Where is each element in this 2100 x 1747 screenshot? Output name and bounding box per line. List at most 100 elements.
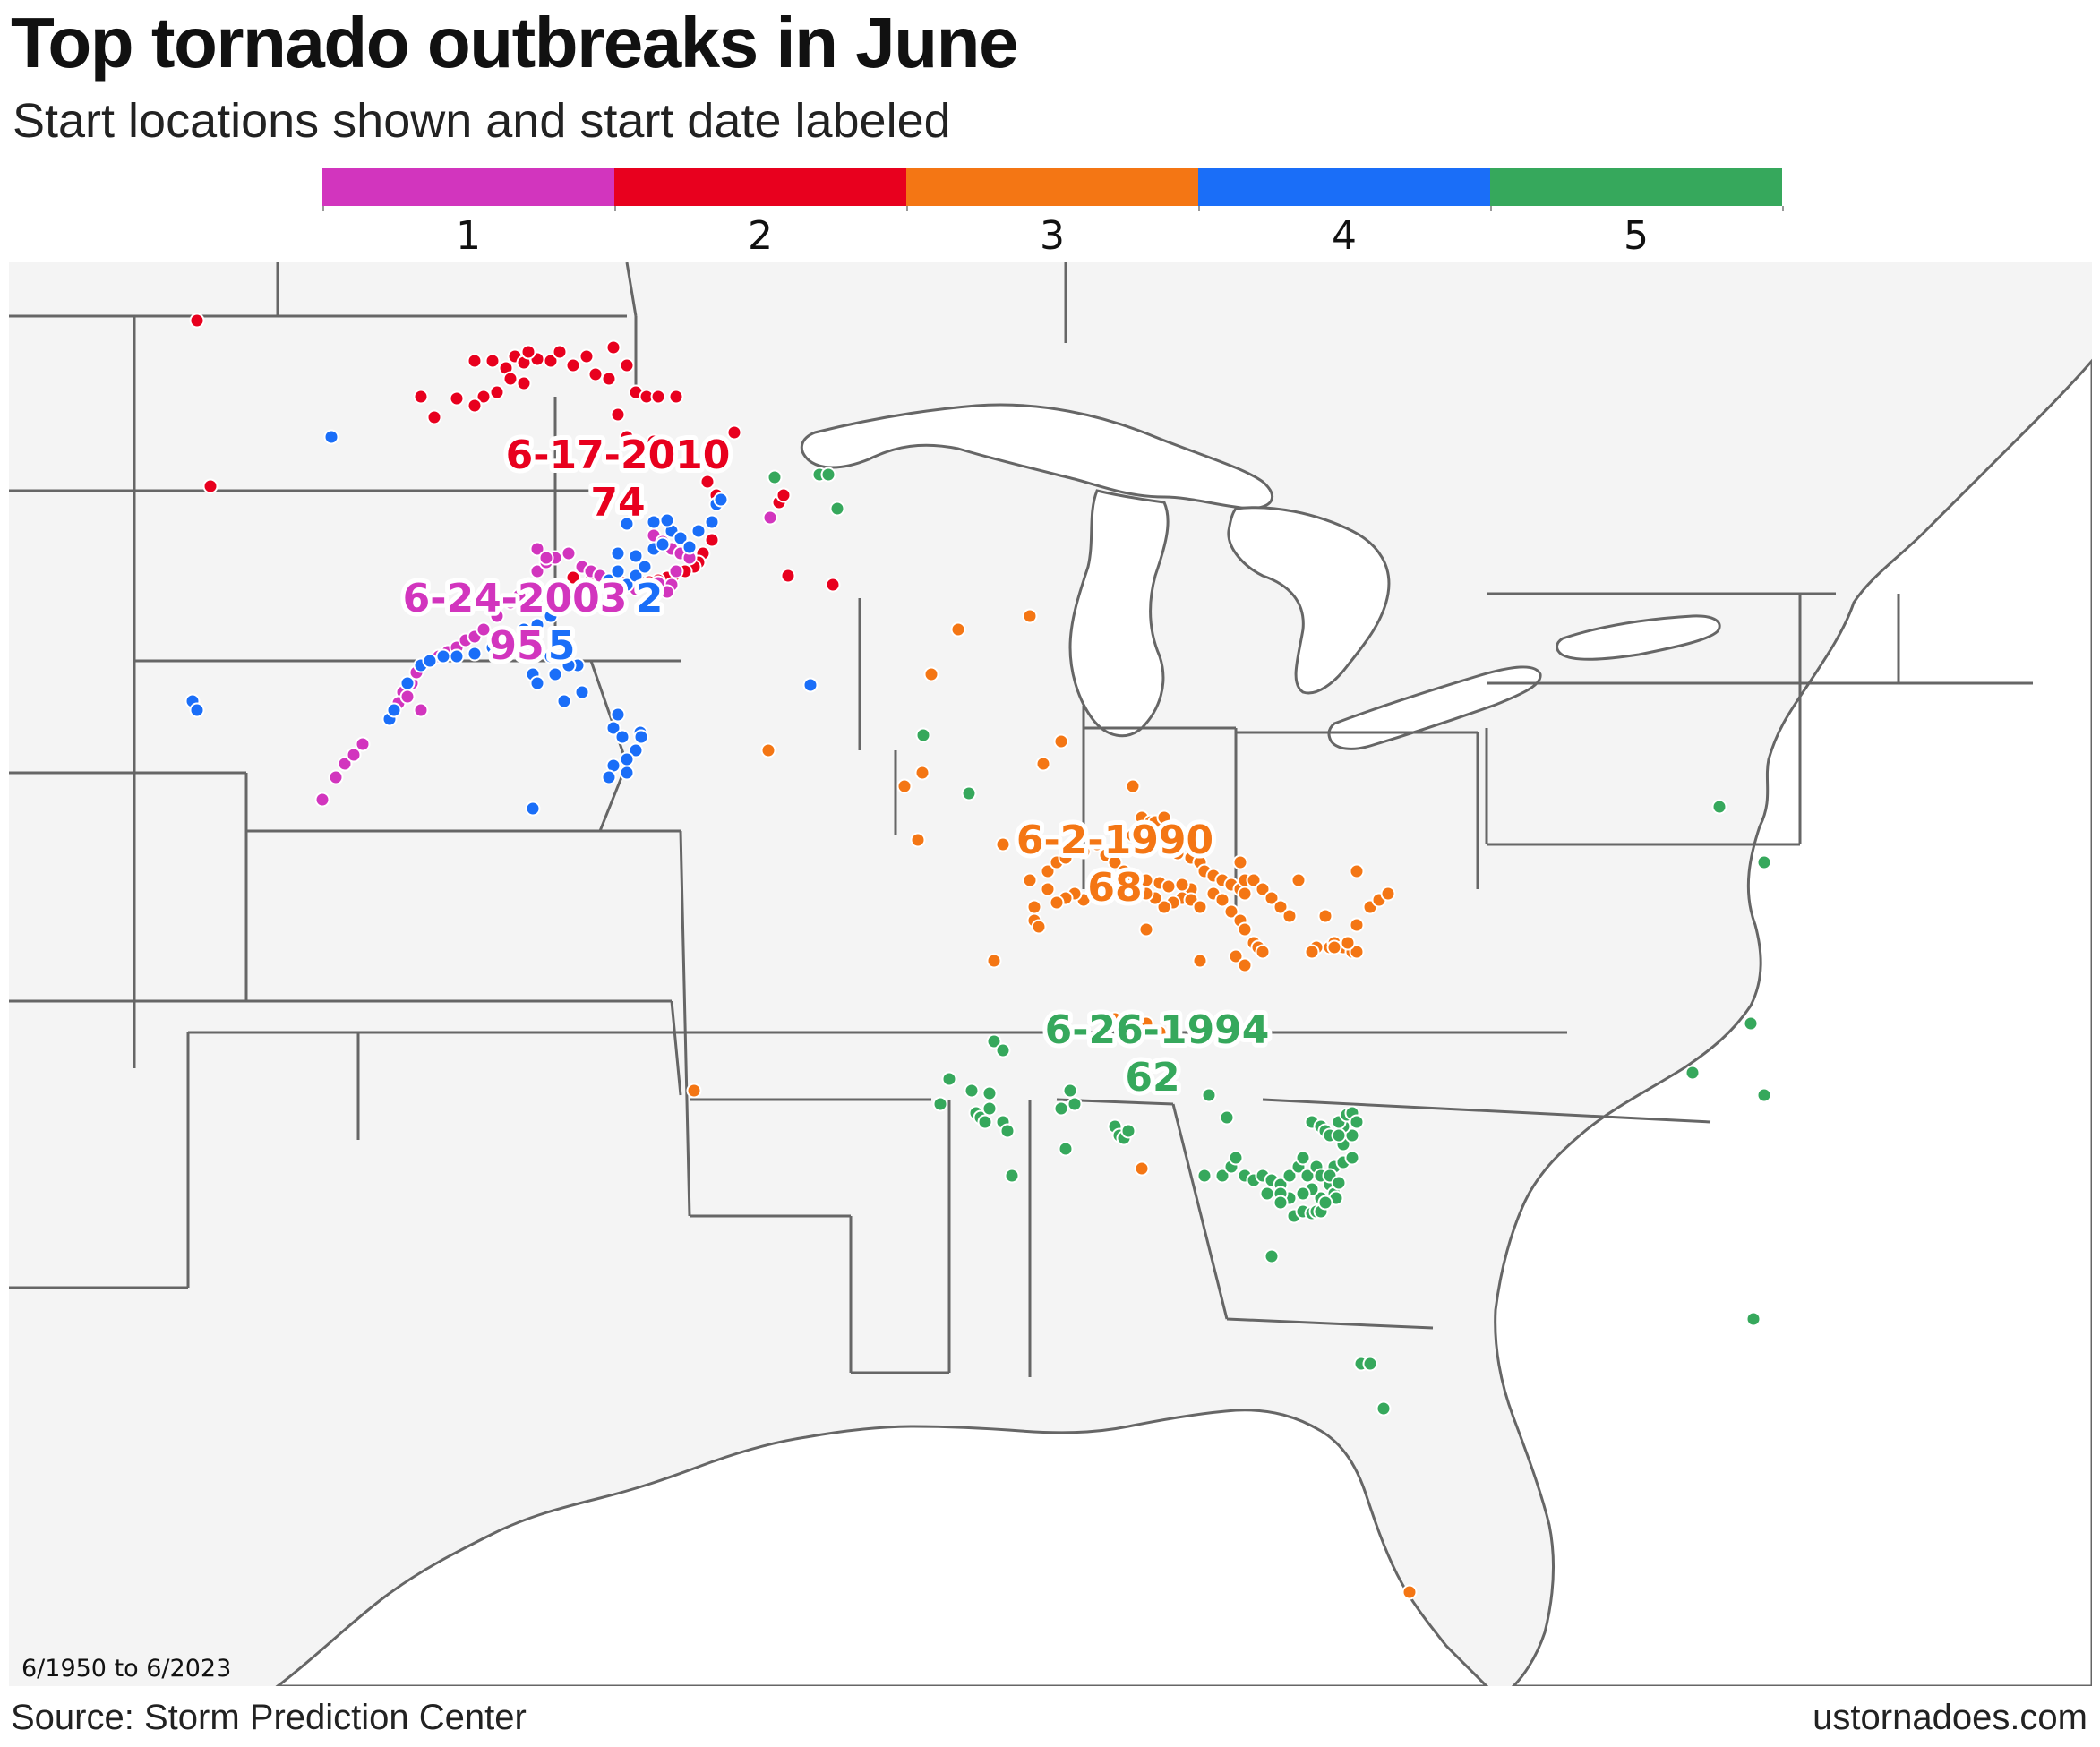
- tornado-point-rank-3: [1170, 845, 1186, 861]
- tornado-point-rank-4: [704, 514, 720, 530]
- tornado-point-rank-4: [386, 702, 402, 718]
- tornado-point-rank-3: [1349, 917, 1365, 933]
- tornado-point-rank-1: [641, 577, 657, 593]
- tornado-point-rank-2: [704, 532, 720, 548]
- page-title: Top tornado outbreaks in June: [11, 3, 1018, 82]
- tornado-point-rank-3: [1035, 756, 1051, 772]
- tornado-point-rank-3: [1089, 836, 1105, 852]
- tornado-point-rank-5: [961, 785, 977, 801]
- tornado-point-rank-4: [619, 751, 635, 767]
- legend-label-5: 5: [1624, 213, 1649, 259]
- tornado-point-rank-4: [610, 563, 626, 579]
- tornado-start-points: [184, 313, 1772, 1600]
- site-credit: ustornadoes.com: [1813, 1698, 2087, 1737]
- tornado-point-rank-5: [1214, 1168, 1230, 1184]
- tornado-point-rank-3: [1156, 899, 1172, 915]
- tornado-point-rank-1: [314, 792, 330, 808]
- tornado-point-rank-2: [516, 375, 532, 391]
- tornado-point-rank-1: [668, 563, 684, 579]
- tornado-point-rank-1: [529, 541, 545, 557]
- tornado-point-rank-3: [986, 953, 1002, 969]
- tornado-point-rank-2: [565, 569, 581, 586]
- tornado-point-rank-4: [435, 648, 451, 664]
- tornado-point-rank-5: [1711, 799, 1727, 815]
- tornado-point-rank-3: [1022, 872, 1038, 888]
- tornado-point-rank-1: [538, 550, 554, 566]
- tornado-point-rank-3: [1340, 935, 1356, 951]
- tornado-point-rank-1: [511, 587, 527, 604]
- tornado-point-rank-5: [1067, 1096, 1083, 1112]
- outbreak-1-count-label: 95: [489, 623, 544, 669]
- tornado-point-rank-3: [1401, 1584, 1418, 1600]
- tornado-point-rank-3: [910, 832, 926, 848]
- tornado-point-rank-5: [1295, 1150, 1311, 1166]
- tornado-point-rank-4: [502, 630, 519, 647]
- tornado-point-rank-4: [574, 684, 590, 700]
- tornado-point-rank-4: [587, 581, 604, 597]
- legend-swatch-2: [614, 168, 906, 206]
- tornado-point-rank-5: [1120, 1123, 1136, 1139]
- tornado-point-rank-4: [525, 801, 541, 817]
- state-borders: [9, 262, 2033, 1377]
- tornado-point-rank-3: [1380, 886, 1396, 902]
- tornado-point-rank-4: [529, 675, 545, 691]
- tornado-point-rank-4: [529, 617, 545, 633]
- tornado-point-rank-4: [605, 720, 621, 736]
- tornado-point-rank-2: [699, 474, 716, 490]
- tornado-point-rank-1: [399, 689, 416, 705]
- tornado-point-rank-5: [1362, 1356, 1378, 1372]
- tornado-point-rank-5: [1281, 1168, 1298, 1184]
- period-note: 6/1950 to 6/2023: [21, 1655, 232, 1683]
- atlantic-ocean: [1494, 358, 2092, 1686]
- tornado-point-rank-1: [355, 736, 371, 752]
- tornado-point-rank-3: [1246, 872, 1262, 888]
- tornado-point-rank-5: [829, 501, 845, 517]
- page-subtitle: Start locations shown and start date lab…: [13, 94, 951, 148]
- tornado-point-rank-5: [1756, 1087, 1772, 1103]
- tornado-point-rank-5: [1196, 1168, 1213, 1184]
- tornado-point-rank-2: [565, 357, 581, 373]
- tornado-point-rank-4: [637, 559, 653, 575]
- tornado-point-rank-1: [337, 756, 353, 772]
- tornado-point-rank-3: [1022, 608, 1038, 624]
- tornado-point-rank-5: [1376, 1400, 1392, 1417]
- border-lines: [9, 262, 2033, 1377]
- tornado-point-rank-5: [1756, 854, 1772, 870]
- tornado-point-rank-5: [915, 727, 931, 743]
- tornado-point-rank-3: [1134, 1160, 1150, 1177]
- tornado-point-rank-4: [802, 677, 819, 693]
- legend-swatch-3: [906, 168, 1198, 206]
- tornado-point-rank-3: [896, 778, 913, 794]
- tornado-point-rank-2: [668, 389, 684, 405]
- tornado-point-rank-4: [619, 765, 635, 781]
- tornado-point-rank-2: [502, 371, 519, 387]
- outbreak-4-date-label: 2: [636, 576, 664, 621]
- water-bodies: [275, 358, 2092, 1686]
- tornado-point-rank-2: [552, 344, 568, 360]
- tornado-point-rank-4: [659, 512, 675, 528]
- tornado-point-rank-3: [1125, 868, 1141, 884]
- tornado-point-rank-2: [605, 339, 621, 355]
- tornado-point-rank-2: [780, 568, 796, 584]
- outbreak-5-date-label: 6-26-1994: [1045, 1007, 1270, 1053]
- tornado-point-rank-5: [986, 1033, 1002, 1049]
- tornado-point-rank-4: [556, 693, 572, 709]
- tornado-point-rank-4: [673, 530, 689, 546]
- tornado-point-rank-2: [610, 407, 626, 423]
- tornado-point-rank-4: [628, 568, 644, 584]
- tornado-point-rank-4: [628, 548, 644, 564]
- tornado-point-rank-5: [1745, 1311, 1761, 1327]
- tornado-point-rank-3: [1214, 892, 1230, 908]
- legend-label-4: 4: [1332, 213, 1357, 259]
- tornado-point-rank-2: [484, 353, 501, 369]
- tornado-point-rank-5: [1219, 1109, 1235, 1126]
- tornado-point-rank-2: [543, 353, 559, 369]
- tornado-point-rank-5: [1684, 1065, 1701, 1081]
- tornado-point-rank-5: [1331, 1127, 1347, 1143]
- tornado-point-rank-4: [628, 742, 644, 758]
- legend-tick: [1782, 206, 1784, 211]
- tornado-point-rank-5: [1053, 1100, 1069, 1117]
- lake-ontario: [1556, 614, 1721, 661]
- tornado-point-rank-5: [999, 1123, 1016, 1139]
- outbreak-3-date-label: 6-2-1990: [1016, 818, 1213, 863]
